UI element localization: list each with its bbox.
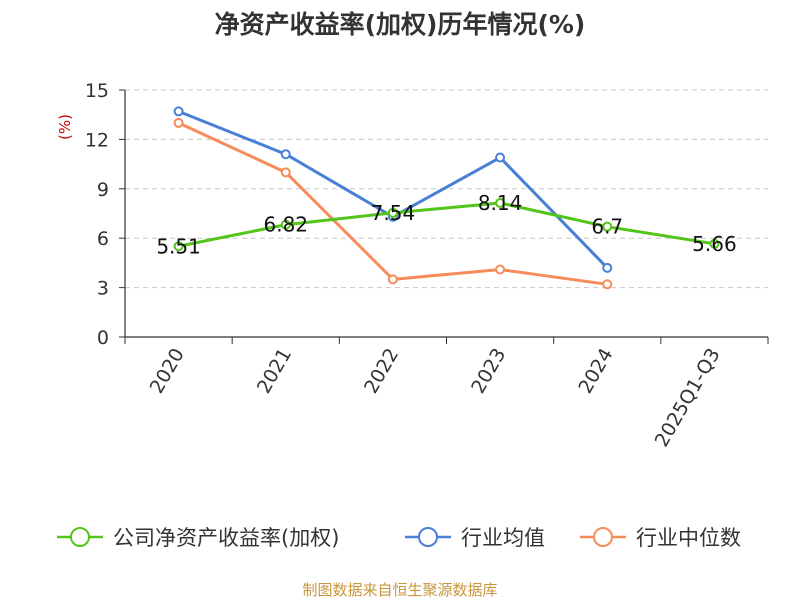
- chart-title: 净资产收益率(加权)历年情况(%): [215, 10, 586, 39]
- data-point[interactable]: [280, 167, 291, 178]
- legend-label: 公司净资产收益率(加权): [113, 526, 339, 550]
- legend-item[interactable]: 公司净资产收益率(加权): [57, 526, 339, 550]
- data-point[interactable]: [495, 152, 506, 163]
- data-point[interactable]: [173, 106, 184, 117]
- legend-item[interactable]: 行业均值: [405, 526, 545, 550]
- x-tick-label: 2021: [253, 345, 296, 398]
- data-label: 8.14: [478, 191, 523, 215]
- data-label: 6.82: [263, 213, 308, 237]
- axes: 0 3 6 9 12 15 2020 2021 2022 2023 2024 2025Q1-Q3: [85, 80, 769, 451]
- data-label: 7.54: [371, 201, 416, 225]
- series-line: [178, 201, 715, 248]
- data-label: 5.66: [692, 232, 737, 256]
- data-point[interactable]: [495, 264, 506, 275]
- data-point[interactable]: [495, 197, 506, 208]
- data-point[interactable]: [173, 241, 184, 252]
- x-tick-label: 2024: [574, 345, 617, 398]
- data-point[interactable]: [387, 207, 398, 218]
- legend-marker: [418, 527, 438, 547]
- data-point[interactable]: [280, 219, 291, 230]
- legend-label: 行业中位数: [636, 526, 741, 550]
- data-point[interactable]: [387, 274, 398, 285]
- y-axis-label: (%): [56, 114, 74, 140]
- y-tick-label: 12: [85, 129, 109, 151]
- data-point[interactable]: [280, 149, 291, 160]
- y-tick-label: 9: [97, 179, 109, 201]
- y-tick-label: 3: [97, 278, 109, 300]
- x-tick-label: 2023: [467, 345, 510, 398]
- data-point[interactable]: [709, 238, 720, 249]
- data-point[interactable]: [173, 117, 184, 128]
- legend-item[interactable]: 行业中位数: [580, 526, 741, 550]
- data-label: 5.51: [156, 234, 201, 258]
- source-note: 制图数据来自恒生聚源数据库: [302, 581, 497, 599]
- data-label: 6.7: [591, 215, 623, 239]
- x-tick-label: 2020: [146, 345, 189, 398]
- data-point[interactable]: [602, 262, 613, 273]
- y-tick-label: 15: [85, 80, 109, 102]
- data-point[interactable]: [602, 221, 613, 232]
- legend-marker: [593, 527, 613, 547]
- data-point[interactable]: [602, 279, 613, 290]
- legend-marker: [70, 527, 90, 547]
- legend-label: 行业均值: [461, 526, 545, 550]
- legend[interactable]: 公司净资产收益率(加权) 行业均值 行业中位数: [57, 526, 741, 550]
- x-tick-label: 2022: [360, 345, 403, 398]
- series-group: 5.51 6.82 7.54 8.14 6.7 5.66: [156, 106, 737, 290]
- y-tick-label: 0: [97, 327, 109, 349]
- x-tick-label: 2025Q1-Q3: [651, 345, 725, 451]
- y-tick-label: 6: [97, 228, 109, 250]
- grid-lines: [125, 89, 768, 289]
- series-line: [178, 110, 609, 269]
